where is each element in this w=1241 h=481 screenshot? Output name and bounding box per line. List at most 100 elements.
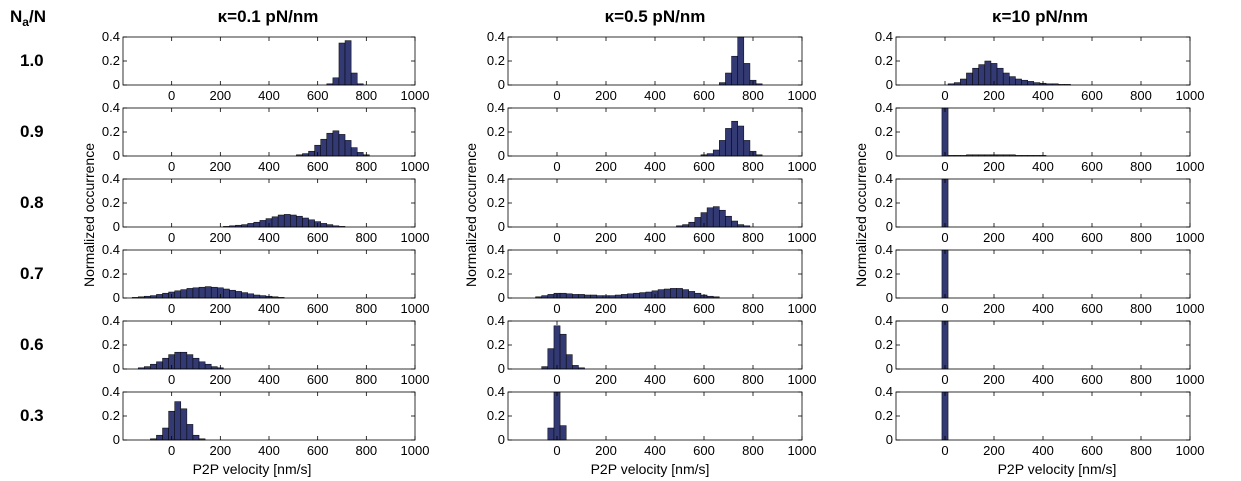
x-tick-label: 0 [168,88,175,103]
x-tick-label: 1000 [401,159,430,174]
x-tick-label: 400 [1032,159,1054,174]
histogram-bar [290,214,297,228]
row-label-2: 0.9 [20,122,44,141]
x-tick-label: 800 [355,159,377,174]
x-tick-label: 600 [307,301,329,316]
y-tick-label: 0 [886,148,893,163]
histogram-bar [186,288,194,299]
histogram-bar [156,294,163,299]
y-tick-label: 0 [113,148,120,163]
x-tick-label: 400 [644,443,666,458]
x-tick-label: 200 [209,159,231,174]
plot-area [123,250,415,298]
histogram-bar [941,178,949,228]
y-tick-label: 0.4 [875,384,893,399]
row-label-5: 0.6 [20,335,44,354]
x-tick-label: 600 [693,230,715,245]
x-tick-label: 600 [1081,443,1103,458]
x-tick-label: 800 [1130,443,1152,458]
x-tick-label: 1000 [1176,443,1205,458]
x-tick-label: 1000 [401,372,430,387]
histogram-bar [731,220,738,228]
column-title-1: κ=0.1 pN/nm [218,7,319,26]
y-tick-label: 0 [886,432,893,447]
x-tick-label: 600 [1081,230,1103,245]
histogram-panel-r5-c2: 0 0.2 0.4 0 200 400 600 800 1000 [487,313,817,387]
x-tick-label: 600 [693,301,715,316]
y-tick-label: 0.4 [487,313,505,328]
histogram-bar [156,361,163,370]
x-tick-label: 800 [742,372,764,387]
histogram-bar [1021,79,1028,86]
row-label-3: 0.8 [20,193,44,212]
plot-area [896,179,1190,227]
histogram-bar [198,286,206,299]
y-tick-label: 0 [498,219,505,234]
x-tick-label: 400 [1032,443,1054,458]
x-tick-label: 200 [983,159,1005,174]
histogram-bar [676,288,683,299]
x-tick-label: 600 [1081,372,1103,387]
x-tick-label: 0 [941,159,948,174]
y-tick-label: 0.4 [487,171,505,186]
y-tick-label: 0.4 [102,384,120,399]
histogram-bar [174,401,182,441]
histogram-bar [150,363,157,370]
histogram-bar [984,60,992,86]
x-tick-label: 600 [307,230,329,245]
histogram-bar [565,354,573,370]
y-tick-label: 0.4 [102,242,120,257]
x-tick-label: 200 [595,443,617,458]
x-tick-label: 200 [595,372,617,387]
x-tick-label: 800 [1130,372,1152,387]
plot-area [508,179,802,227]
x-tick-label: 200 [595,88,617,103]
histogram-bar [204,286,212,299]
histogram-bar [972,67,979,86]
x-tick-label: 200 [209,88,231,103]
histogram-bar [302,217,309,228]
histogram-bar [296,215,303,228]
histogram-panel-r1-c2: 0 0.2 0.4 0 200 400 600 800 1000 [487,29,817,103]
y-tick-label: 0.2 [102,195,120,210]
y-tick-label: 0.2 [487,53,505,68]
histogram-bar [344,40,352,86]
x-tick-label: 200 [983,88,1005,103]
y-tick-label: 0.4 [487,384,505,399]
y-tick-label: 0.4 [875,100,893,115]
histogram-bar [241,292,248,299]
histogram-bar [180,289,188,299]
histogram-bar [694,217,702,228]
histogram-panel-r1-c3: 0 0.2 0.4 0 200 400 600 800 1000 [875,29,1205,103]
x-tick-label: 600 [693,443,715,458]
histogram-panel-r3-c3: 0 0.2 0.4 0 200 400 600 800 1000 [875,171,1205,245]
x-tick-label: 800 [1130,159,1152,174]
histogram-panel-r5-c3: 0 0.2 0.4 0 200 400 600 800 1000 [875,313,1205,387]
y-tick-label: 0 [113,361,120,376]
x-tick-label: 800 [742,443,764,458]
x-tick-label: 1000 [788,88,817,103]
histogram-bar [688,221,696,228]
y-tick-label: 0 [498,290,505,305]
y-tick-label: 0 [886,77,893,92]
y-tick-label: 0.2 [487,337,505,352]
y-tick-label: 0.2 [875,266,893,281]
x-tick-label: 200 [209,301,231,316]
x-tick-label: 1000 [401,88,430,103]
x-tick-label: 200 [983,443,1005,458]
y-tick-label: 0.2 [487,408,505,423]
histogram-bar [694,292,702,299]
x-tick-label: 200 [209,372,231,387]
x-tick-label: 800 [355,301,377,316]
y-tick-label: 0 [498,77,505,92]
x-tick-label: 1000 [788,372,817,387]
x-axis-label-3: P2P velocity [nm/s] [998,461,1117,477]
x-tick-label: 0 [168,443,175,458]
x-tick-label: 800 [355,88,377,103]
x-tick-label: 200 [595,159,617,174]
histogram-bar [186,354,194,370]
histogram-bar [657,289,665,299]
x-tick-label: 800 [1130,301,1152,316]
plot-area [508,37,802,85]
